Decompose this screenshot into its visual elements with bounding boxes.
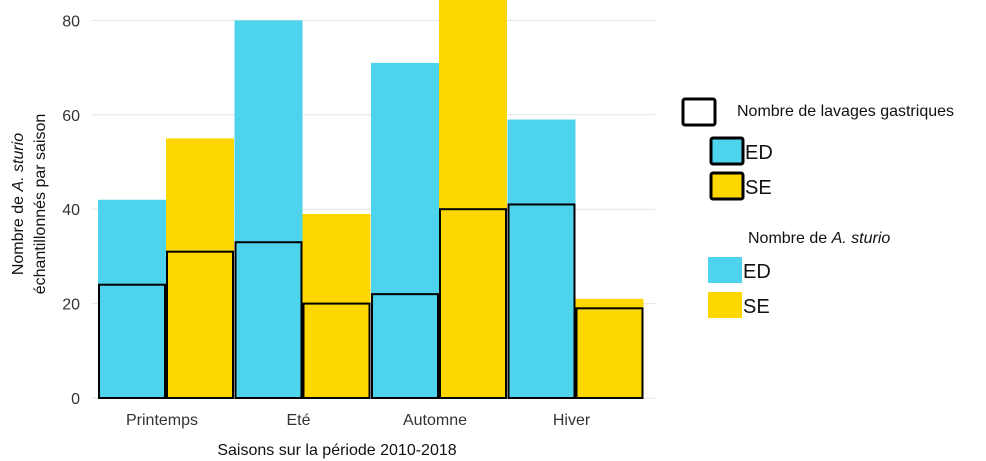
legend-lavage-label-ed: ED <box>745 142 773 164</box>
count-bar-se <box>302 213 371 398</box>
y-axis-ticks: 0 20 40 60 80 <box>62 13 80 408</box>
x-tick-label: Automne <box>403 412 467 429</box>
legend: Nombre de lavages gastriques ED SE Nombr… <box>681 97 954 318</box>
x-tick-label: Printemps <box>126 412 198 429</box>
legend-lavage-swatch-se <box>709 171 745 201</box>
count-bar-ed <box>507 119 576 399</box>
y-tick-label: 0 <box>71 391 80 408</box>
legend-count-swatch-se <box>708 292 742 318</box>
legend-count-title-prefix: Nombre de <box>748 230 832 247</box>
lavage-bar-se <box>439 208 507 399</box>
bars <box>98 0 644 400</box>
legend-count-swatch-ed <box>708 257 742 283</box>
lavage-bar-ed <box>98 283 166 399</box>
lavage-bar-se <box>166 250 234 399</box>
x-axis-ticks: Printemps Eté Automne Hiver <box>126 412 591 429</box>
legend-lavage-swatch-ed <box>709 136 745 166</box>
lavage-bar-ed <box>234 241 303 399</box>
legend-lavage-title: Nombre de lavages gastriques <box>737 103 954 120</box>
y-tick-label: 60 <box>62 108 80 125</box>
legend-lavage-key <box>681 97 717 127</box>
lavage-bar-se <box>302 302 371 400</box>
count-bar-ed <box>371 62 439 398</box>
lavage-bar-ed <box>371 293 439 399</box>
legend-count-label-se: SE <box>743 296 770 318</box>
count-bar-ed <box>98 199 166 398</box>
y-tick-label: 40 <box>62 202 80 219</box>
lavage-bar-ed <box>507 203 576 399</box>
count-bar-se <box>166 138 234 398</box>
y-axis-title-line2: échantillonnés par saison <box>32 114 49 295</box>
x-tick-label: Eté <box>286 412 310 429</box>
y-tick-label: 20 <box>62 297 80 314</box>
count-bar-se <box>439 0 507 398</box>
legend-count-title: Nombre de A. sturio <box>748 230 890 247</box>
legend-count-title-species: A. sturio <box>831 230 891 247</box>
count-bar-ed <box>234 20 303 399</box>
x-tick-label: Hiver <box>553 412 591 429</box>
x-axis-title: Saisons sur la période 2010-2018 <box>217 442 456 459</box>
count-bar-se <box>575 298 644 398</box>
legend-count-label-ed: ED <box>743 261 771 283</box>
lavage-bar-se <box>575 307 644 400</box>
y-tick-label: 80 <box>62 13 80 30</box>
y-axis-title-prefix: Nombre de <box>10 192 27 276</box>
y-axis-title-species: A. sturio <box>10 133 27 193</box>
y-axis-title-line1: Nombre de A. sturio <box>10 133 27 275</box>
legend-lavage-label-se: SE <box>745 177 772 199</box>
